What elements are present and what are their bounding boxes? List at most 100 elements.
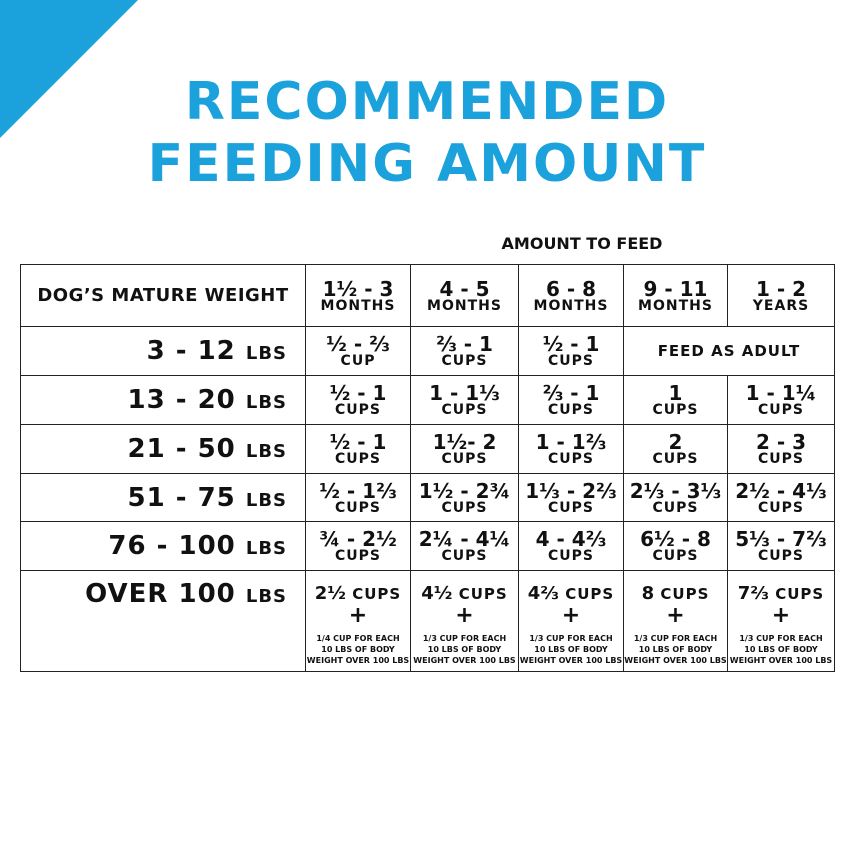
- plus: +: [666, 603, 685, 628]
- amount-unit: CUPS: [548, 499, 594, 516]
- weight-range: 76 - 100: [108, 531, 236, 561]
- amount: 1: [668, 381, 683, 405]
- note-line: 10 LBS OF BODY: [534, 645, 608, 654]
- amount-unit: CUPS: [458, 585, 508, 603]
- amount: 6½ - 8: [640, 527, 711, 551]
- amount-cell: ½ - 1⅔ CUPS: [305, 473, 411, 522]
- amount: 1 - 1⅓: [429, 381, 500, 405]
- weight-cell: 13 - 20 LBS: [20, 375, 306, 425]
- amount: ½ - ⅔: [326, 332, 390, 356]
- weight-unit: LBS: [245, 392, 287, 413]
- amount-unit: CUPS: [660, 585, 710, 603]
- amount-unit: CUPS: [548, 353, 594, 369]
- plus: +: [455, 603, 474, 628]
- col-bottom: MONTHS: [320, 297, 396, 314]
- amount-cell: 8 CUPS +1/3 CUP FOR EACH 10 LBS OF BODY WEI…: [623, 570, 728, 672]
- title-line: RECOMMENDED: [184, 72, 670, 132]
- amount-cell: ½ - 1 CUPS: [305, 375, 411, 425]
- column-header: 1½ - 3 MONTHS: [305, 264, 411, 327]
- amount-cell: 1 - 1⅔ CUPS: [518, 424, 624, 474]
- amount: 1⅓ - 2⅔: [525, 478, 617, 503]
- note-line: 1/3 CUP FOR EACH: [422, 634, 507, 643]
- note-line: 1/4 CUP FOR EACH: [316, 634, 400, 643]
- amount-cell: 7⅔ CUPS +1/3 CUP FOR EACH 10 LBS OF BODY WE…: [727, 570, 835, 672]
- column-header: 9 - 11 MONTHS: [623, 264, 728, 327]
- amount-unit: CUPS: [335, 402, 381, 418]
- col-top: 1 - 2: [755, 276, 807, 301]
- amount: 7⅔: [737, 583, 769, 604]
- col-top: 9 - 11: [643, 276, 708, 301]
- plus: +: [561, 603, 581, 628]
- amount-line: 8 CUPS: [624, 585, 727, 603]
- note-line: 1/3 CUP FOR EACH: [739, 634, 823, 643]
- col-bottom: MONTHS: [533, 297, 609, 314]
- note-line: 1/3 CUP FOR EACH: [529, 634, 613, 643]
- amount-cell: 2⅓ - 3⅓ CUPS: [623, 473, 728, 522]
- group-header: AMOUNT TO FEED: [501, 234, 663, 253]
- amount-unit: CUP: [340, 353, 376, 369]
- weight-cell: 51 - 75 LBS: [20, 473, 306, 522]
- amount: ½ - 1⅔: [319, 478, 397, 503]
- amount-cell: ¾ - 2½ CUPS: [305, 521, 411, 571]
- weight-unit: LBS: [245, 538, 287, 559]
- note-line: WEIGHT OVER 100 LBS: [519, 656, 623, 665]
- amount-unit: CUPS: [652, 499, 699, 516]
- amount-cell: 4 - 4⅔ CUPS: [518, 521, 624, 571]
- amount: ½ - 1: [329, 381, 387, 405]
- amount-unit: CUPS: [548, 402, 594, 418]
- amount: 4 - 4⅔: [535, 527, 607, 551]
- weight-range: 3 - 12: [146, 336, 236, 366]
- note-line: WEIGHT OVER 100 LBS: [729, 656, 833, 665]
- amount: 1 - 1⅔: [535, 430, 607, 454]
- amount-cell: 2½ CUPS +1/4 CUP FOR EACH 10 LBS OF BODY WE…: [305, 570, 411, 672]
- header-row: DOG’S MATURE WEIGHT 1½ - 3 MONTHS 4 - 5 MONT…: [20, 264, 835, 327]
- amount: 1 - 1¼: [745, 381, 817, 405]
- weight-range: 13 - 20: [127, 385, 236, 415]
- amount: 1½- 2: [432, 430, 497, 454]
- amount-unit: CUPS: [758, 451, 804, 467]
- title-line: FEEDING AMOUNT: [147, 134, 707, 194]
- row: 76 - 100 LBS ¾ - 2½ CUPS 2¼ - 4¼ CUPS 4 - 4⅔ C…: [20, 521, 835, 571]
- amount-line: 7⅔ CUPS: [728, 585, 834, 603]
- amount: 1½ - 2¾: [418, 478, 511, 503]
- amount: 2½ - 4⅓: [735, 478, 827, 503]
- col-bottom: YEARS: [752, 297, 810, 314]
- amount: 2⅓ - 3⅓: [629, 478, 722, 503]
- note-line: 10 LBS OF BODY: [638, 645, 713, 654]
- weight-cell: 21 - 50 LBS: [20, 424, 306, 474]
- amount-unit: CUPS: [652, 451, 699, 467]
- weight-range: 21 - 50: [127, 434, 236, 464]
- amount: 2¼ - 4¼: [418, 527, 511, 551]
- amount-unit: CUPS: [775, 585, 825, 603]
- column-header: 6 - 8 MONTHS: [518, 264, 624, 327]
- amount-unit: CUPS: [441, 402, 488, 418]
- amount: 2: [668, 430, 683, 454]
- amount-cell: 2 - 3 CUPS: [727, 424, 835, 474]
- amount-cell: 1½- 2 CUPS: [410, 424, 519, 474]
- amount-unit: CUPS: [758, 499, 804, 516]
- amount-unit: CUPS: [652, 402, 699, 418]
- span-cell: FEED AS ADULT: [623, 326, 835, 376]
- col-top: 6 - 8: [545, 276, 597, 301]
- note-line: 10 LBS OF BODY: [321, 645, 395, 654]
- amount: ⅔ - 1: [436, 332, 493, 356]
- amount: 2 - 3: [755, 430, 807, 454]
- amount: 8: [641, 583, 655, 604]
- amount-cell: 5⅓ - 7⅔ CUPS: [727, 521, 835, 571]
- amount-unit: CUPS: [441, 451, 488, 467]
- corner-triangle: [0, 0, 138, 138]
- col-bottom: MONTHS: [638, 297, 713, 314]
- amount-line: 2½ CUPS: [306, 585, 410, 603]
- note-line: WEIGHT OVER 100 LBS: [413, 656, 516, 665]
- amount: ⅔ - 1: [542, 381, 600, 405]
- amount-cell: 4½ CUPS +1/3 CUP FOR EACH 10 LBS OF BODY WE…: [410, 570, 519, 672]
- note-line: 1/3 CUP FOR EACH: [633, 634, 718, 643]
- amount: 4½: [421, 583, 453, 604]
- amount-unit: CUPS: [565, 585, 615, 603]
- amount-unit: CUPS: [335, 499, 381, 516]
- amount-cell: 1 CUPS: [623, 375, 728, 425]
- amount-cell: ⅔ - 1 CUPS: [410, 326, 519, 376]
- plus: +: [348, 603, 368, 628]
- amount-cell: 2¼ - 4¼ CUPS: [410, 521, 519, 571]
